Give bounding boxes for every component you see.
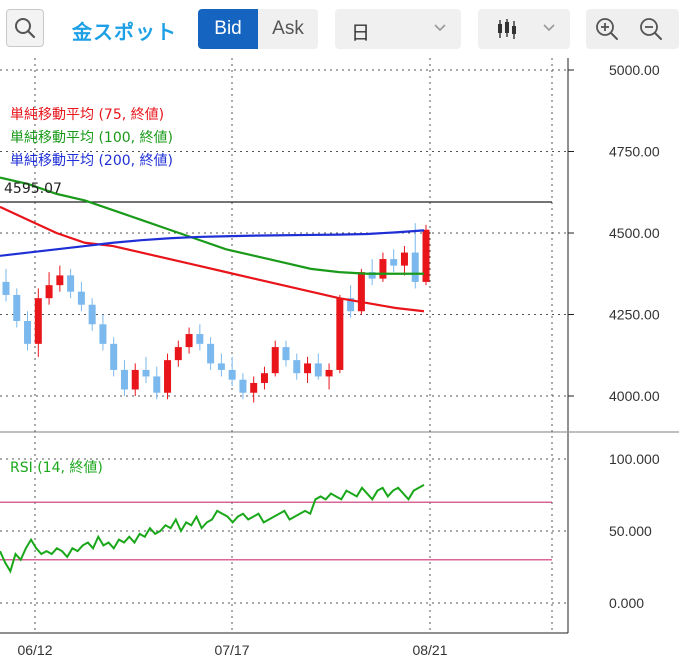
candle-body xyxy=(174,347,182,361)
grid xyxy=(0,58,568,633)
rsi-legend: RSI (14, 終値) xyxy=(10,460,103,476)
axis-labels: 5000.00 4750.00 4500.00 4250.00 4000.00 100.0… xyxy=(17,62,659,658)
candle-body xyxy=(400,252,408,266)
candle-body xyxy=(34,298,42,344)
candle-body xyxy=(185,334,193,348)
ma100-line xyxy=(0,176,424,275)
period-dropdown[interactable]: 日 xyxy=(335,9,461,49)
candle-body xyxy=(164,360,172,393)
candle-body xyxy=(347,298,355,312)
ask-button[interactable]: Ask xyxy=(258,9,318,49)
candle-body xyxy=(314,363,322,377)
zoom-out-icon[interactable] xyxy=(638,16,664,42)
candle-body xyxy=(336,298,344,370)
candle-body xyxy=(239,379,247,393)
candle-body xyxy=(368,272,376,279)
chevron-down-icon xyxy=(543,24,555,32)
search-button[interactable] xyxy=(6,9,44,47)
price-tick-label: 4750.00 xyxy=(609,144,660,160)
price-tick-label: 4000.00 xyxy=(609,388,660,404)
search-icon xyxy=(15,18,36,39)
candle-body xyxy=(2,281,10,295)
zoom-in-icon[interactable] xyxy=(594,16,620,42)
candle-body xyxy=(411,252,419,282)
instrument-title[interactable]: 金スポット xyxy=(72,20,177,44)
rsi-tick-label: 0.000 xyxy=(609,595,644,611)
candle-body xyxy=(260,373,268,383)
price-tick-label: 4500.00 xyxy=(609,225,660,241)
ma200-line xyxy=(0,229,425,257)
price-line-label: 4595.07 xyxy=(4,181,62,197)
candle-body xyxy=(77,291,85,305)
candle-body xyxy=(24,321,32,344)
candle-body xyxy=(325,369,333,377)
bid-ask-toggle: Bid Ask xyxy=(198,9,318,49)
time-tick-label: 08/21 xyxy=(412,642,447,658)
ma200-legend: 単純移動平均 (200, 終値) xyxy=(10,153,173,169)
chart-type-dropdown[interactable] xyxy=(478,9,570,49)
candle-body xyxy=(131,369,139,390)
candle-body xyxy=(67,275,75,292)
candle-body xyxy=(293,360,301,374)
time-tick-label: 06/12 xyxy=(17,642,52,658)
ma75-line xyxy=(0,205,425,313)
candle-body xyxy=(153,376,161,393)
toolbar: 金スポット Bid Ask 日 xyxy=(0,0,679,58)
candle-body xyxy=(110,343,118,370)
candle-body xyxy=(379,259,387,279)
zoom-controls xyxy=(586,9,679,49)
chevron-down-icon xyxy=(434,24,446,32)
candle-body xyxy=(228,369,236,380)
price-pane xyxy=(0,176,552,403)
bid-button[interactable]: Bid xyxy=(198,9,258,49)
rsi-tick-label: 50.000 xyxy=(609,523,652,539)
candle-body xyxy=(217,363,225,370)
candle-body xyxy=(357,272,365,312)
rsi-tick-label: 100.000 xyxy=(609,451,660,467)
candle-body xyxy=(99,324,107,344)
candle-body xyxy=(196,334,204,344)
candle-body xyxy=(13,294,21,322)
candle-body xyxy=(250,382,258,393)
candle-body xyxy=(120,369,128,390)
candle-body xyxy=(207,343,215,364)
candle-body xyxy=(142,369,150,377)
rsi-line xyxy=(0,484,425,574)
candle-body xyxy=(88,304,96,325)
candle-body xyxy=(390,259,398,266)
candle-body xyxy=(56,275,64,286)
price-tick-label: 5000.00 xyxy=(609,62,660,78)
ma100-legend: 単純移動平均 (100, 終値) xyxy=(10,130,173,146)
chart-area[interactable]: 5000.00 4750.00 4500.00 4250.00 4000.00 100.0… xyxy=(0,58,679,663)
candle-body xyxy=(282,347,290,361)
rsi-pane xyxy=(0,484,552,574)
candle-body xyxy=(422,229,430,282)
candle-body xyxy=(304,363,312,374)
candle-body xyxy=(271,347,279,374)
time-tick-label: 07/17 xyxy=(214,642,249,658)
price-tick-label: 4250.00 xyxy=(609,307,660,323)
period-value: 日 xyxy=(351,22,371,44)
candlestick-icon xyxy=(498,19,516,39)
candle-body xyxy=(45,285,53,299)
ma75-legend: 単純移動平均 (75, 終値) xyxy=(10,107,164,123)
